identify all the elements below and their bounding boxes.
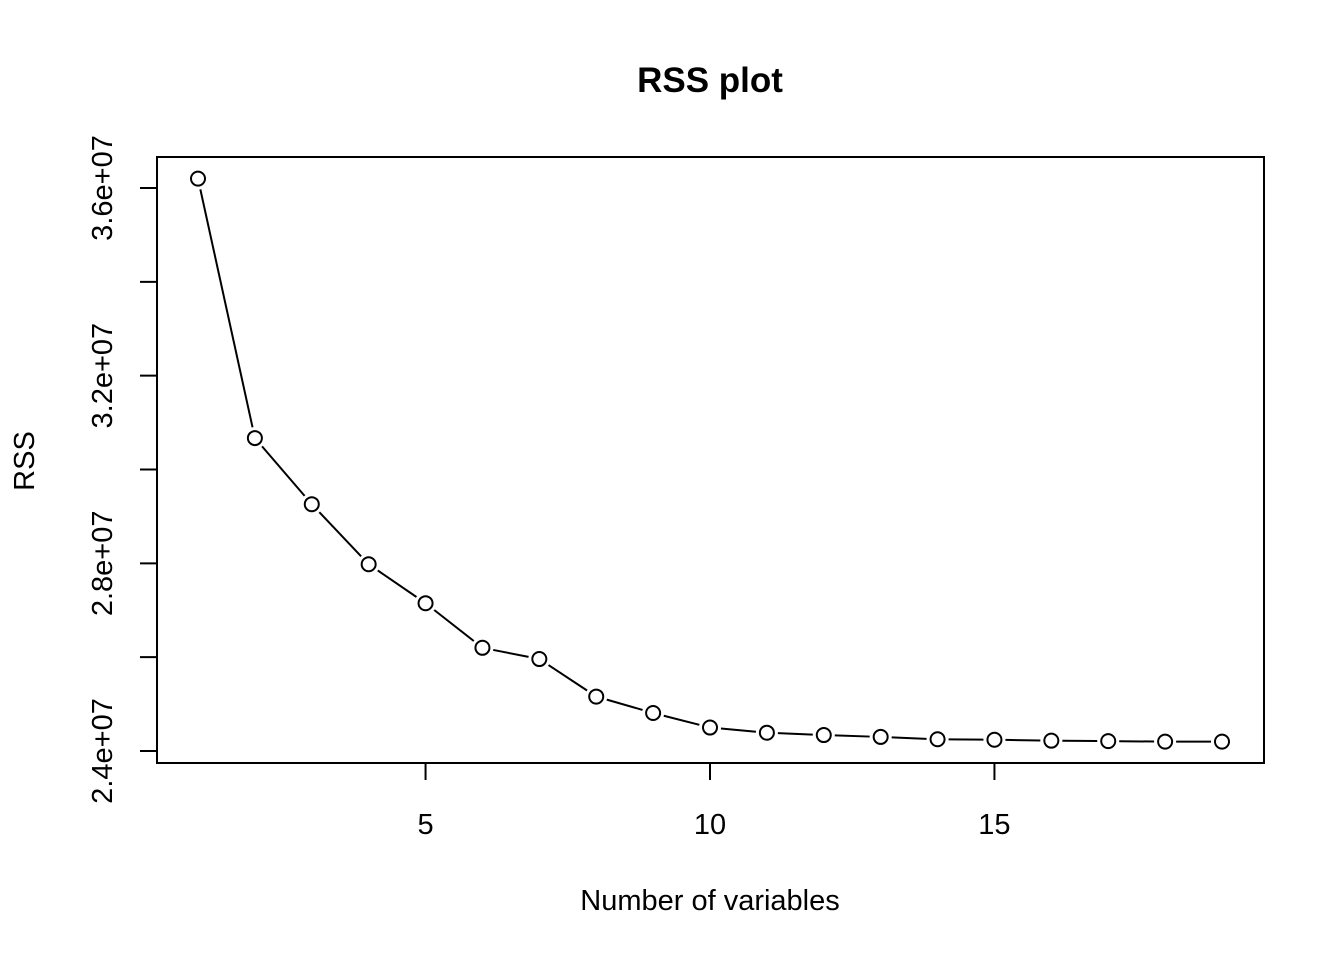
series-segment xyxy=(720,727,757,733)
series-segment xyxy=(261,445,306,497)
data-point xyxy=(1157,733,1174,750)
data-point xyxy=(474,639,491,656)
series-segment xyxy=(377,569,418,598)
x-axis: 5 10 15 xyxy=(417,762,1011,841)
series-segment xyxy=(318,511,362,557)
y-tick-label: 3.2e+07 xyxy=(87,323,119,429)
data-point xyxy=(190,170,206,187)
data-point xyxy=(360,556,377,573)
data-point xyxy=(246,430,263,447)
y-axis: 2.4e+07 2.8e+07 3.2e+07 3.6e+07 xyxy=(87,135,158,804)
data-point xyxy=(872,728,889,745)
data-point xyxy=(531,651,548,668)
series-points xyxy=(190,170,1230,750)
x-tick-label: 5 xyxy=(417,809,433,841)
data-point xyxy=(1214,733,1230,750)
series-segment xyxy=(834,734,870,738)
plot-area-border xyxy=(156,156,1265,764)
series-segment xyxy=(663,714,700,726)
data-point xyxy=(758,724,775,741)
y-axis-label: RSS xyxy=(9,431,41,491)
data-point xyxy=(588,688,605,705)
y-tick-label: 3.6e+07 xyxy=(87,135,119,241)
series-segment xyxy=(433,609,475,642)
data-point xyxy=(815,727,832,744)
series-segment xyxy=(493,648,529,658)
y-tick-label: 2.8e+07 xyxy=(87,511,119,617)
chart-title: RSS plot xyxy=(637,61,783,100)
series-line xyxy=(199,189,1211,743)
data-point xyxy=(417,595,434,612)
data-point xyxy=(645,704,662,721)
series-segment xyxy=(606,698,643,711)
series-segment xyxy=(199,189,254,428)
series-segment xyxy=(891,736,927,740)
data-point xyxy=(1100,733,1117,750)
series-segment xyxy=(1005,738,1041,742)
x-tick-label: 10 xyxy=(694,809,726,841)
x-axis-label: Number of variables xyxy=(580,885,840,917)
data-point xyxy=(702,719,718,736)
data-point xyxy=(1043,732,1060,749)
series-segment xyxy=(547,664,588,692)
series-segment xyxy=(777,732,813,736)
y-tick-label: 2.4e+07 xyxy=(87,698,119,804)
data-point xyxy=(986,731,1003,748)
x-tick-label: 15 xyxy=(978,809,1010,841)
data-point xyxy=(929,731,946,748)
data-point xyxy=(303,496,320,513)
